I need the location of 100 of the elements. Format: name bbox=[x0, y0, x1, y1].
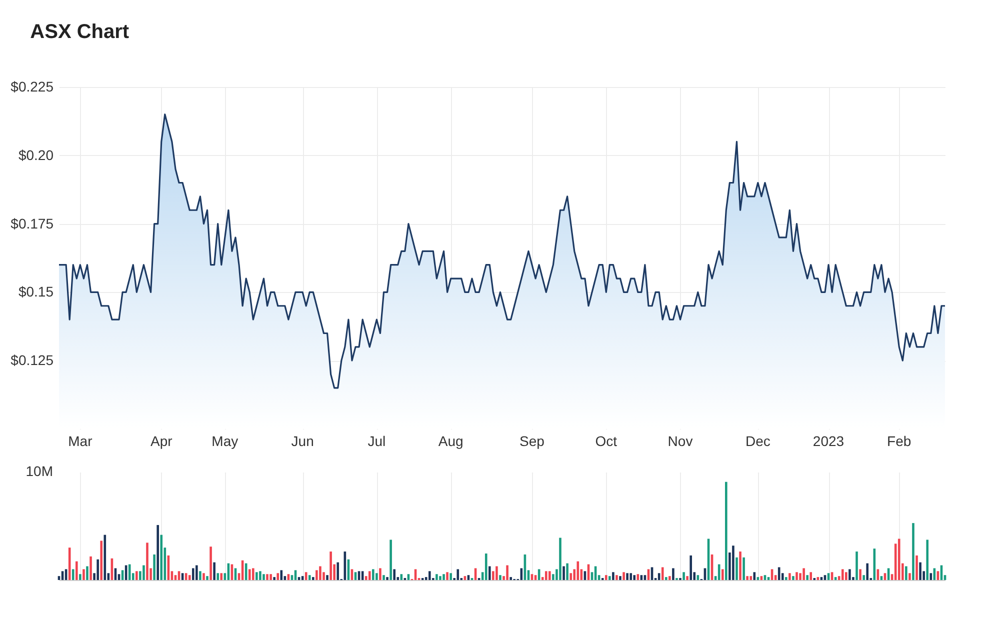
bar bbox=[259, 571, 262, 580]
bar bbox=[192, 568, 194, 580]
bar bbox=[499, 575, 502, 580]
bar bbox=[506, 565, 508, 580]
bar bbox=[746, 576, 748, 580]
bar bbox=[82, 569, 85, 580]
chart-title: ASX Chart bbox=[30, 21, 130, 43]
x-tick-label: Jul bbox=[368, 433, 386, 449]
bar bbox=[630, 573, 632, 580]
bar bbox=[576, 561, 580, 580]
y-tick-label: $0.15 bbox=[18, 284, 54, 300]
bar bbox=[400, 574, 403, 580]
bar bbox=[262, 574, 265, 580]
bar bbox=[919, 562, 922, 580]
bar bbox=[898, 538, 900, 580]
bar bbox=[76, 561, 78, 580]
bar bbox=[739, 552, 742, 580]
bar bbox=[188, 575, 191, 580]
bar bbox=[916, 555, 918, 580]
x-tick-label: Aug bbox=[438, 433, 464, 449]
bar bbox=[199, 571, 202, 580]
bar bbox=[450, 573, 452, 580]
bar bbox=[788, 573, 791, 580]
bar bbox=[866, 563, 868, 580]
bar bbox=[690, 555, 692, 580]
bar bbox=[270, 574, 272, 580]
bar bbox=[196, 565, 198, 580]
bar bbox=[142, 565, 145, 580]
bar bbox=[220, 573, 223, 580]
bar bbox=[336, 562, 340, 580]
bar bbox=[742, 557, 745, 580]
bar bbox=[316, 570, 318, 580]
bar bbox=[319, 566, 322, 580]
bar bbox=[912, 523, 914, 580]
bar bbox=[376, 573, 378, 580]
x-tick-label: 2023 bbox=[812, 433, 844, 449]
x-tick-label: Dec bbox=[745, 433, 770, 449]
bar bbox=[750, 576, 752, 580]
bar bbox=[330, 552, 332, 580]
bar bbox=[273, 577, 276, 580]
bar bbox=[626, 573, 628, 580]
bar bbox=[732, 546, 734, 580]
bar bbox=[382, 575, 385, 580]
bar bbox=[428, 571, 431, 580]
bar bbox=[216, 573, 219, 580]
bar bbox=[160, 534, 163, 580]
bar bbox=[136, 571, 138, 580]
bar bbox=[856, 552, 858, 580]
bar bbox=[439, 576, 442, 580]
bar bbox=[736, 557, 738, 580]
bar bbox=[488, 566, 491, 580]
bar bbox=[559, 538, 562, 580]
bar bbox=[619, 576, 622, 580]
bar bbox=[456, 569, 460, 580]
bar bbox=[90, 556, 92, 580]
bar bbox=[570, 573, 572, 580]
bar bbox=[379, 568, 382, 580]
bar bbox=[792, 576, 794, 580]
bar bbox=[153, 554, 156, 580]
bar bbox=[79, 574, 82, 580]
bar bbox=[905, 566, 908, 580]
x-tick-label: Oct bbox=[595, 433, 618, 449]
bar bbox=[796, 572, 798, 580]
x-tick-label: Feb bbox=[887, 433, 912, 449]
bar bbox=[390, 540, 392, 580]
bar bbox=[566, 563, 568, 580]
bar bbox=[202, 573, 205, 580]
bar bbox=[446, 572, 448, 580]
bar bbox=[510, 577, 512, 580]
bar bbox=[312, 577, 314, 580]
bar bbox=[672, 568, 674, 580]
bar bbox=[848, 569, 851, 580]
bar bbox=[604, 575, 608, 580]
bar bbox=[753, 572, 756, 580]
bar bbox=[266, 574, 268, 580]
bar bbox=[146, 542, 148, 580]
bar bbox=[608, 576, 611, 580]
bar bbox=[859, 569, 862, 580]
bar bbox=[668, 576, 671, 580]
bar bbox=[386, 577, 388, 580]
x-tick-label: Sep bbox=[520, 433, 545, 449]
bar bbox=[372, 569, 374, 580]
bar bbox=[393, 569, 396, 580]
y-tick-label: $0.20 bbox=[18, 146, 54, 163]
x-tick-label: Apr bbox=[150, 433, 173, 449]
bar bbox=[544, 571, 548, 580]
bar bbox=[368, 571, 371, 580]
bar bbox=[156, 525, 159, 580]
bar bbox=[308, 575, 311, 580]
bar bbox=[686, 576, 688, 580]
bar bbox=[612, 572, 614, 580]
x-tick-label: Nov bbox=[668, 433, 693, 449]
bar bbox=[802, 568, 805, 580]
bar bbox=[682, 572, 685, 580]
bar bbox=[100, 540, 103, 580]
bar bbox=[442, 574, 445, 580]
bar bbox=[256, 572, 258, 580]
bar bbox=[806, 575, 808, 580]
text: 10M bbox=[26, 463, 53, 479]
bar bbox=[213, 562, 216, 580]
